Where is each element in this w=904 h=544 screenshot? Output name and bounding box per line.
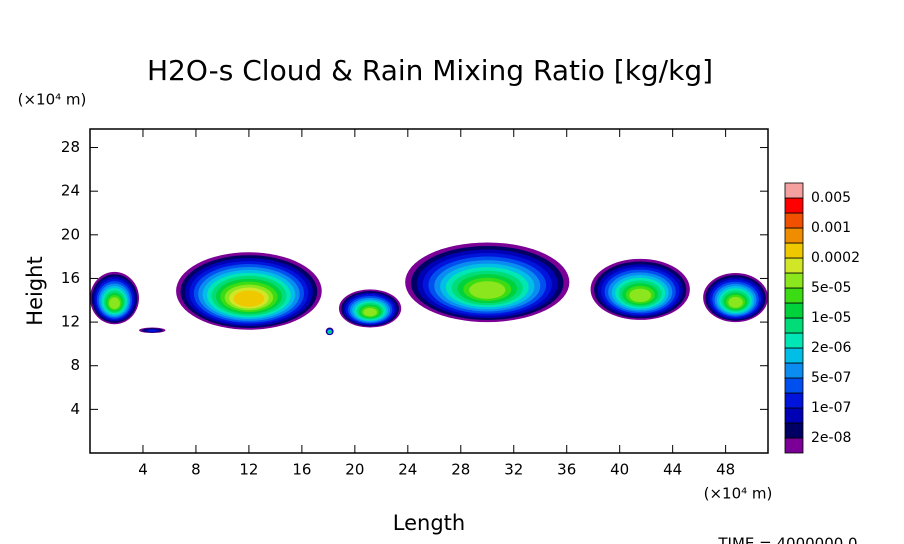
colorbar-label: 0.0002	[811, 250, 860, 266]
cloud-band	[109, 297, 120, 309]
y-tick-label: 4	[70, 400, 80, 418]
colorbar-box	[784, 182, 804, 199]
x-tick-label: 12	[239, 461, 258, 479]
colorbar-box	[784, 212, 804, 229]
colorbar-box	[784, 197, 804, 214]
colorbar-box	[784, 302, 804, 319]
colorbar-box	[784, 227, 804, 244]
colorbar-label: 5e-05	[811, 280, 851, 296]
colorbar-box	[784, 362, 804, 379]
y-tick-label: 28	[61, 138, 80, 156]
field	[90, 242, 768, 336]
x-tick-label: 8	[191, 461, 201, 479]
y-tick-label: 8	[70, 356, 80, 374]
x-axis-label: Length	[393, 511, 465, 535]
chart-title: H2O-s Cloud & Rain Mixing Ratio [kg/kg]	[147, 54, 713, 87]
x-tick-label: 32	[504, 461, 523, 479]
x-tick-label: 36	[557, 461, 576, 479]
y-axis-label: Height	[23, 256, 47, 325]
colorbar-label: 1e-07	[811, 400, 851, 416]
x-tick-label: 28	[451, 461, 470, 479]
x-tick-label: 16	[292, 461, 311, 479]
colorbar-box	[784, 287, 804, 304]
colorbar-label: 2e-08	[811, 430, 851, 446]
colorbar-label: 1e-05	[811, 310, 851, 326]
x-tick-label: 4	[138, 461, 148, 479]
colorbar-box	[784, 242, 804, 259]
cloud-band	[363, 307, 377, 317]
cloud-band	[469, 281, 506, 299]
x-tick-label: 24	[398, 461, 417, 479]
y-tick-label: 20	[61, 225, 80, 243]
cloud-band	[328, 331, 331, 333]
y-tick-label: 24	[61, 182, 80, 200]
colorbar-box	[784, 392, 804, 409]
colorbar-label: 5e-07	[811, 370, 851, 386]
y-tick-label: 16	[61, 269, 80, 287]
colorbar-box	[784, 317, 804, 334]
x-tick-label: 20	[345, 461, 364, 479]
colorbar-box	[784, 332, 804, 349]
cloud-band	[629, 288, 652, 303]
cloud-band	[147, 329, 158, 332]
x-unit: (×10⁴ m)	[704, 485, 773, 503]
colorbar-box	[784, 347, 804, 364]
y-unit: (×10⁴ m)	[18, 91, 87, 109]
colorbar-label: 0.001	[811, 220, 851, 236]
x-tick-label: 48	[716, 461, 735, 479]
colorbar-box	[784, 437, 804, 454]
colorbar-label: 2e-06	[811, 340, 851, 356]
footer: TIME = 4000000.0	[717, 535, 857, 544]
colorbar-box	[784, 272, 804, 289]
colorbar-label: 0.005	[811, 190, 851, 206]
cloud-band	[233, 290, 265, 307]
x-tick-label: 44	[663, 461, 682, 479]
y-tick-label: 12	[61, 313, 80, 331]
x-tick-label: 40	[610, 461, 629, 479]
colorbar-box	[784, 377, 804, 394]
colorbar-box	[784, 257, 804, 274]
colorbar-box	[784, 407, 804, 424]
colorbar-box	[784, 422, 804, 439]
cloud-band	[728, 296, 743, 308]
plot-frame	[89, 128, 769, 454]
